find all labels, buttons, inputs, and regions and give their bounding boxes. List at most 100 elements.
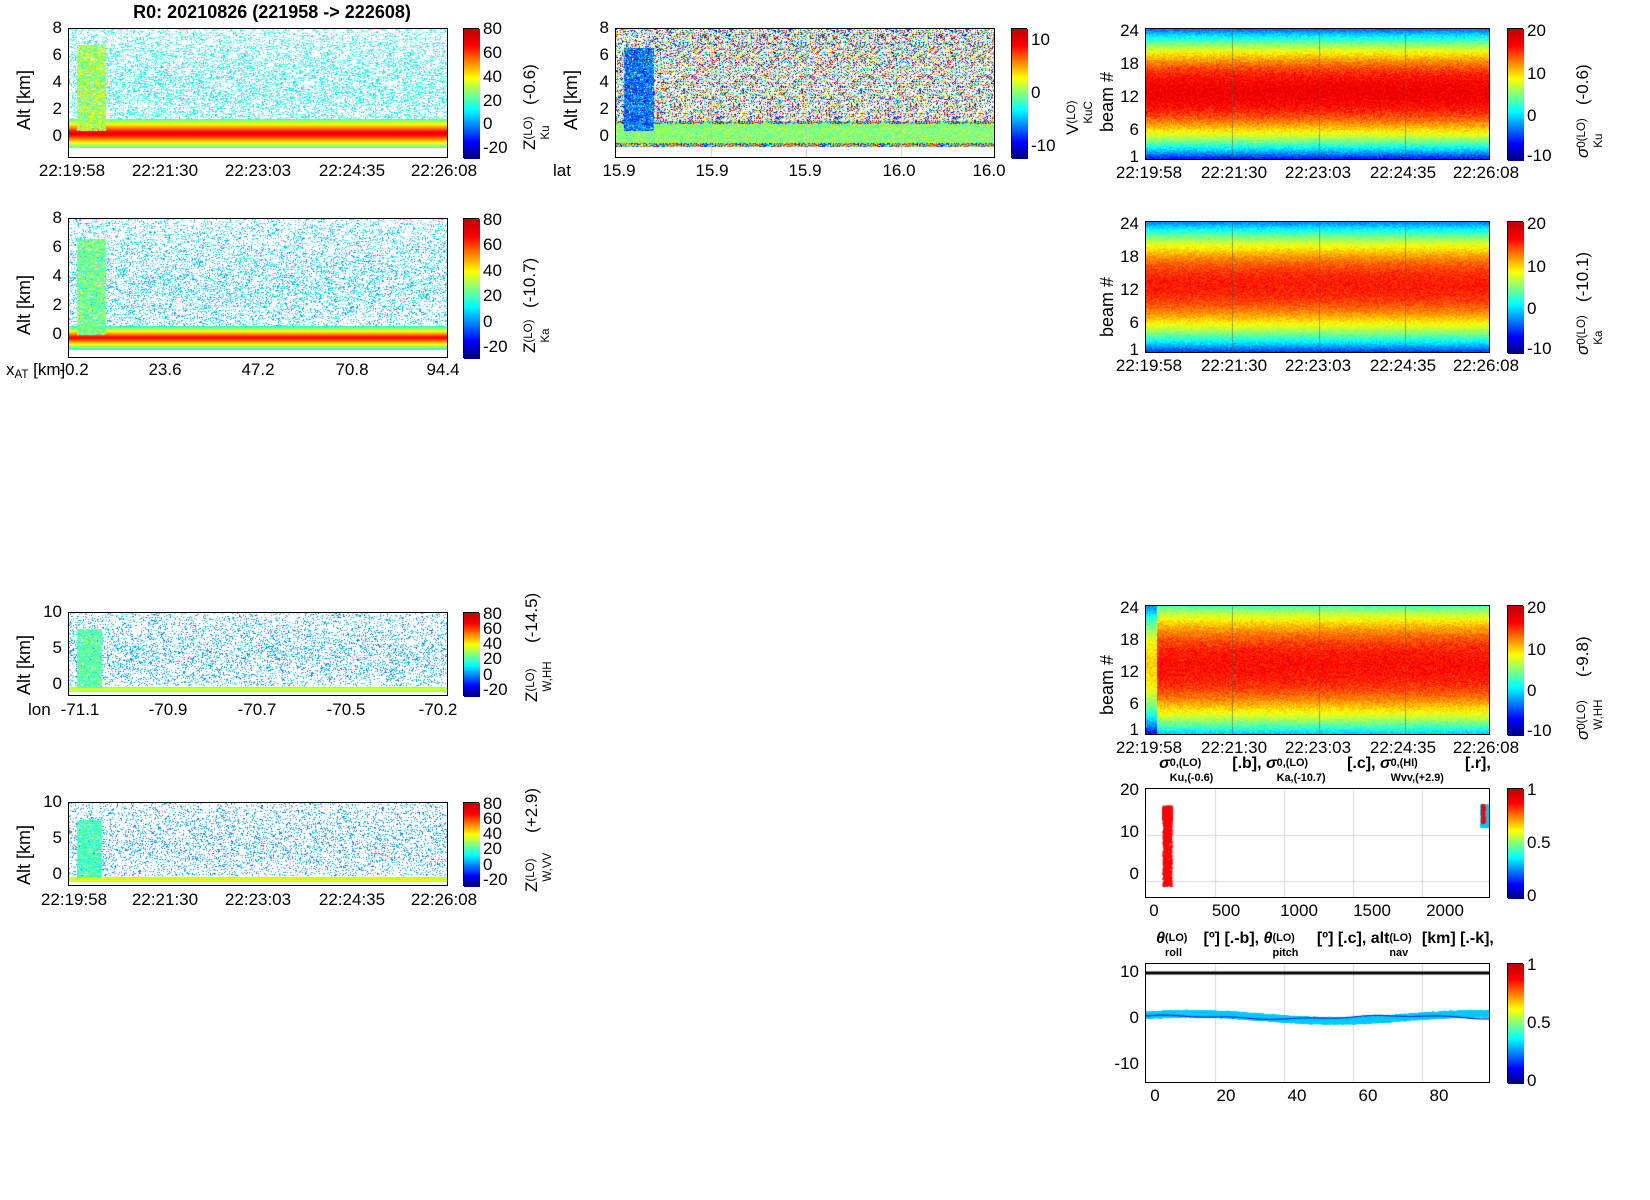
cb-sup: 0(LO) xyxy=(1576,700,1588,730)
colorbar-tick: -10 xyxy=(1527,339,1552,358)
colorbar-tick: -20 xyxy=(483,337,508,356)
plot-area-z-w-hh[interactable] xyxy=(68,612,448,696)
y-axis-label: Alt [km] xyxy=(14,824,34,885)
cb-sup: (LO) xyxy=(525,858,537,882)
colorbar-tick: -10 xyxy=(1527,146,1552,165)
colorbar-tick: -20 xyxy=(483,138,508,157)
colorbar-tick: 0.5 xyxy=(1527,833,1551,852)
colorbar-tick: 20 xyxy=(483,649,502,668)
plot-area-attitude-timeseries[interactable] xyxy=(1145,963,1490,1083)
y-tick: 2 xyxy=(52,295,62,314)
y-tick: 1 xyxy=(1129,147,1139,166)
x-tick: -70.7 xyxy=(237,700,277,719)
colorbar-tick: 20 xyxy=(483,839,502,858)
plot-area-z-ka[interactable] xyxy=(68,218,448,358)
title-pitch-marker: [º] [.c], alt xyxy=(1312,930,1390,947)
colorbar-label-z-w-vv: Z W,VV (LO) (+2.9) xyxy=(522,788,554,892)
x-tick: 1000 xyxy=(1280,901,1318,920)
plot-area-sigma0-w-hh[interactable] xyxy=(1145,605,1490,735)
x-tick: -70.2 xyxy=(418,700,458,719)
y-axis-label: beam # xyxy=(1097,71,1117,132)
y-tick: 0 xyxy=(1129,1008,1139,1027)
x-tick: 22:23:03 xyxy=(224,890,292,909)
colorbar-z-ku[interactable] xyxy=(463,28,480,159)
cb-sub: Ka xyxy=(540,328,552,343)
x-tick: 22:21:30 xyxy=(131,161,199,180)
plot-area-sigma0-timeseries[interactable] xyxy=(1145,788,1490,898)
y-tick: 6 xyxy=(599,45,609,64)
cb-tail: (-0.6) xyxy=(1573,64,1592,110)
x-tick: 22:21:30 xyxy=(1200,738,1268,757)
colorbar-tick: 0 xyxy=(1527,299,1537,318)
x-tick: 15.9 xyxy=(602,161,636,180)
y-tick: 10 xyxy=(43,792,62,811)
y-tick: 8 xyxy=(52,208,62,227)
x-tick: 22:26:08 xyxy=(410,890,478,909)
x-tick: -70.5 xyxy=(326,700,366,719)
colorbar-label-z-ka: Z Ka (LO) (-10.7) xyxy=(520,258,552,353)
y-axis-label: beam # xyxy=(1097,276,1117,337)
title-sigma-wvv-sub: Wvv,(+2.9) xyxy=(1390,772,1444,784)
y-tick: 10 xyxy=(1120,822,1139,841)
y-tick: 8 xyxy=(599,18,609,37)
colorbar-z-ka[interactable] xyxy=(463,218,480,359)
colorbar-v-kuc[interactable] xyxy=(1011,28,1028,159)
x-tick: 22:23:03 xyxy=(1284,738,1352,757)
colorbar-tick: 0 xyxy=(1031,83,1041,102)
colorbar-z-w-hh[interactable] xyxy=(463,612,480,697)
y-tick: 0 xyxy=(52,126,62,145)
x-tick: 22:24:35 xyxy=(318,890,386,909)
panel-sigma0-ka-lo: beam # 24 18 12 6 1 22:19:58 22:21:30 22… xyxy=(1075,205,1650,400)
colorbar-tick: 20 xyxy=(483,91,502,110)
plot-area-z-ku[interactable] xyxy=(68,28,448,158)
colorbar-tick: 1 xyxy=(1527,955,1537,974)
sigma0-timeseries-title: σ 0,(LO) Ku,(-0.6) [.b], σ 0,(LO) Ka,(-10.7)… xyxy=(1159,755,1491,784)
cb-sub: W,HH xyxy=(1593,699,1605,730)
x-tick: -70.9 xyxy=(148,700,188,719)
colorbar-sigma0-w-hh[interactable] xyxy=(1507,605,1524,736)
title-sigma-ka-sub: Ka,(-10.7) xyxy=(1276,772,1326,784)
colorbar-z-w-vv[interactable] xyxy=(463,802,480,887)
cb-main: Z xyxy=(520,342,539,353)
title-wvv-marker: [.r], xyxy=(1460,755,1491,772)
colorbar-tick: 1 xyxy=(1527,780,1537,799)
title-ka-marker: [.c], xyxy=(1342,755,1380,772)
y-tick: 10 xyxy=(1120,962,1139,981)
plot-area-v-kuc[interactable] xyxy=(615,28,995,158)
plot-area-sigma0-ku[interactable] xyxy=(1145,28,1490,160)
colorbar-tick: -10 xyxy=(1031,136,1056,155)
colorbar-tick: 60 xyxy=(483,619,502,638)
y-tick: 10 xyxy=(43,602,62,621)
plot-area-sigma0-ka[interactable] xyxy=(1145,221,1490,353)
colorbar-tick: 40 xyxy=(483,634,502,653)
x-tick: 22:24:35 xyxy=(1369,163,1437,182)
x-tick: 47.2 xyxy=(241,360,275,379)
x-tick: 20 xyxy=(1216,1086,1236,1105)
cb-tail: (-10.1) xyxy=(1573,251,1592,307)
x-tick: 22:24:35 xyxy=(1369,356,1437,375)
y-axis-label: beam # xyxy=(1097,654,1117,715)
title-alt-marker: [km] [.-k], xyxy=(1417,930,1494,947)
title-sigma-wvv-sup: 0,(HI) xyxy=(1390,757,1418,769)
plot-area-z-w-vv[interactable] xyxy=(68,802,448,886)
y-tick: 24 xyxy=(1120,21,1139,40)
x-tick: 16.0 xyxy=(972,161,1006,180)
y-tick: 5 xyxy=(52,638,62,657)
y-tick: 6 xyxy=(1129,694,1139,713)
panel-sigma0-timeseries: σ 0,(LO) Ku,(-0.6) [.b], σ 0,(LO) Ka,(-10.7)… xyxy=(1075,755,1650,920)
y-axis-label: Alt [km] xyxy=(14,634,34,695)
panel-v-kuc-lo: Alt [km] 8 6 4 2 0 lat 15.9 15.9 15.9 16… xyxy=(535,0,1095,195)
attitude-timeseries-title: θ (LO) roll [º] [.-b], θ (LO) pitch [º] [.c]… xyxy=(1156,930,1494,959)
colorbar-tick: 40 xyxy=(483,824,502,843)
colorbar-tick: 80 xyxy=(483,794,502,813)
colorbar-tick: 20 xyxy=(1527,214,1546,233)
colorbar-sigma0-ku[interactable] xyxy=(1507,28,1524,161)
y-tick: 24 xyxy=(1120,214,1139,233)
colorbar-attitude-timeseries[interactable] xyxy=(1507,963,1524,1084)
colorbar-sigma0-ka[interactable] xyxy=(1507,221,1524,354)
figure-title: R0: 20210826 (221958 -> 222608) xyxy=(133,2,411,22)
x-tick: -0.2 xyxy=(59,360,89,379)
x-tick: 22:21:30 xyxy=(131,890,199,909)
y-tick: 0 xyxy=(599,126,609,145)
colorbar-sigma0-timeseries[interactable] xyxy=(1507,788,1524,899)
